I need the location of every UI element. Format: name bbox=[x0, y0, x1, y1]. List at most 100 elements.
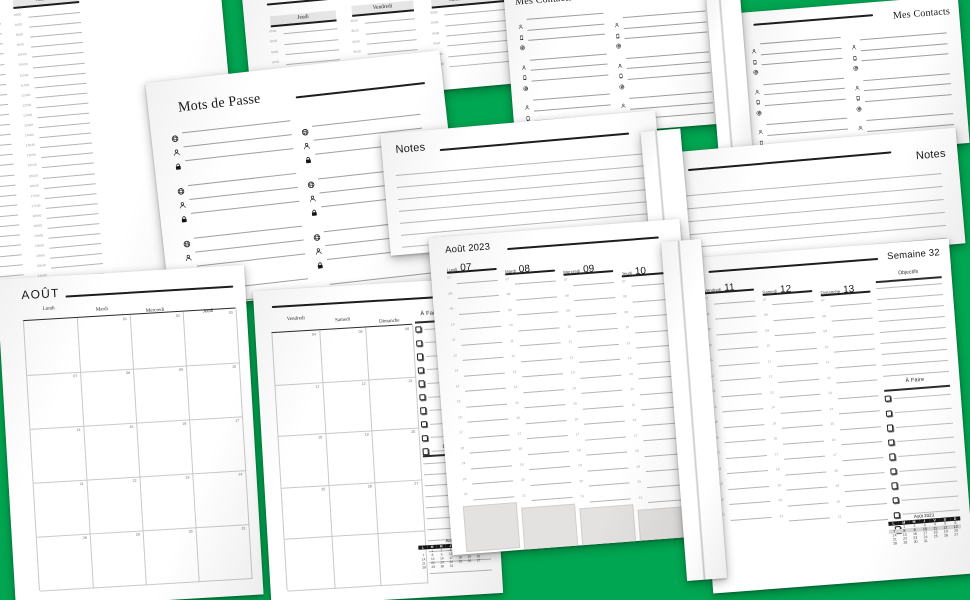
entry-row[interactable] bbox=[752, 45, 842, 65]
month-day-cell[interactable]: 13 bbox=[368, 376, 420, 432]
checkbox[interactable] bbox=[421, 434, 429, 442]
write-line[interactable] bbox=[844, 487, 886, 492]
checkbox[interactable] bbox=[886, 424, 894, 432]
write-line[interactable] bbox=[587, 467, 629, 472]
write-line[interactable] bbox=[449, 60, 515, 68]
write-line[interactable] bbox=[898, 451, 956, 457]
write-line[interactable] bbox=[528, 33, 606, 41]
write-line[interactable] bbox=[185, 148, 294, 162]
write-line[interactable] bbox=[523, 388, 565, 394]
month-day-cell[interactable]: 08 bbox=[80, 368, 138, 427]
entry-row[interactable] bbox=[856, 92, 952, 112]
write-line[interactable] bbox=[577, 343, 619, 348]
write-line[interactable] bbox=[514, 280, 556, 285]
write-line[interactable] bbox=[878, 315, 945, 323]
write-line[interactable] bbox=[687, 186, 943, 210]
month-day-cell[interactable]: 05 bbox=[318, 327, 370, 383]
write-line[interactable] bbox=[864, 83, 951, 92]
month-day-cell[interactable]: 30 bbox=[142, 527, 200, 586]
month-day-cell[interactable]: 06 bbox=[365, 324, 417, 381]
mini-cal-day[interactable]: 29 bbox=[431, 564, 436, 570]
write-line[interactable] bbox=[193, 225, 303, 239]
entry-row[interactable] bbox=[308, 177, 428, 202]
write-line[interactable] bbox=[466, 403, 508, 408]
checkbox[interactable] bbox=[890, 468, 898, 475]
write-line[interactable] bbox=[626, 61, 710, 69]
entry-row[interactable] bbox=[857, 111, 954, 131]
month-day-cell[interactable]: 12 bbox=[321, 378, 373, 435]
mini-cal-day[interactable]: 31 bbox=[449, 563, 454, 568]
entry-row[interactable] bbox=[752, 56, 843, 75]
day-note-box[interactable] bbox=[579, 504, 637, 555]
entry-row[interactable] bbox=[754, 75, 844, 94]
entry-row[interactable] bbox=[180, 198, 300, 223]
write-line[interactable] bbox=[469, 449, 511, 454]
write-line[interactable] bbox=[573, 281, 615, 286]
entry-row[interactable] bbox=[758, 126, 849, 145]
write-line[interactable] bbox=[719, 377, 761, 382]
write-line[interactable] bbox=[718, 362, 760, 367]
write-line[interactable] bbox=[727, 470, 769, 475]
write-line[interactable] bbox=[843, 472, 885, 477]
write-line[interactable] bbox=[530, 481, 572, 486]
write-line[interactable] bbox=[365, 28, 416, 35]
month-day-cell[interactable]: 03 bbox=[182, 308, 240, 367]
write-line[interactable] bbox=[766, 117, 848, 126]
write-line[interactable] bbox=[688, 198, 944, 223]
entry-row[interactable] bbox=[751, 35, 841, 54]
write-line[interactable] bbox=[518, 327, 560, 332]
write-line[interactable] bbox=[517, 311, 559, 316]
write-line[interactable] bbox=[894, 393, 951, 399]
todo-item[interactable] bbox=[892, 493, 959, 504]
entry-row[interactable] bbox=[172, 131, 292, 156]
write-line[interactable] bbox=[530, 63, 608, 71]
write-line[interactable] bbox=[181, 120, 291, 134]
month-day-cell[interactable] bbox=[331, 533, 382, 589]
entry-row[interactable] bbox=[301, 111, 421, 136]
write-line[interactable] bbox=[863, 72, 950, 81]
write-line[interactable] bbox=[467, 418, 509, 423]
month-day-cell[interactable]: 27 bbox=[374, 479, 426, 535]
mini-cal-day[interactable] bbox=[456, 563, 465, 568]
write-line[interactable] bbox=[725, 454, 767, 459]
month-day-cell[interactable]: 11 bbox=[275, 381, 327, 438]
write-line[interactable] bbox=[902, 495, 959, 501]
write-line[interactable] bbox=[524, 404, 566, 409]
write-line[interactable] bbox=[529, 466, 571, 471]
entry-row[interactable] bbox=[620, 89, 713, 109]
write-line[interactable] bbox=[366, 39, 417, 45]
write-line[interactable] bbox=[183, 134, 292, 148]
entry-row[interactable] bbox=[621, 100, 713, 119]
checkbox[interactable] bbox=[416, 339, 423, 347]
month-day-cell[interactable]: 29 bbox=[89, 530, 147, 589]
entry-row[interactable] bbox=[521, 51, 607, 70]
write-line[interactable] bbox=[398, 189, 647, 212]
write-line[interactable] bbox=[463, 372, 505, 377]
write-line[interactable] bbox=[395, 153, 643, 177]
write-line[interactable] bbox=[788, 517, 830, 522]
entry-row[interactable] bbox=[313, 216, 433, 241]
write-line[interactable] bbox=[189, 186, 298, 200]
month-day-cell[interactable]: 14 bbox=[30, 425, 88, 484]
write-line[interactable] bbox=[837, 395, 879, 400]
checkbox[interactable] bbox=[885, 409, 893, 417]
write-line[interactable] bbox=[763, 77, 844, 85]
todo-item[interactable] bbox=[890, 463, 957, 475]
entry-row[interactable] bbox=[174, 145, 294, 170]
write-line[interactable] bbox=[190, 200, 300, 214]
entry-row[interactable] bbox=[304, 139, 424, 164]
write-line[interactable] bbox=[531, 497, 573, 502]
entry-row[interactable] bbox=[178, 184, 298, 209]
entry-row[interactable] bbox=[617, 49, 709, 68]
write-line[interactable] bbox=[882, 359, 949, 366]
entry-row[interactable] bbox=[182, 223, 303, 248]
write-line[interactable] bbox=[730, 516, 772, 521]
entry-row[interactable] bbox=[757, 116, 848, 135]
entry-row[interactable] bbox=[522, 62, 608, 81]
month-day-cell[interactable]: 18 bbox=[278, 433, 330, 489]
checkbox[interactable] bbox=[884, 395, 892, 403]
write-line[interactable] bbox=[526, 435, 568, 440]
entry-row[interactable] bbox=[851, 30, 947, 50]
write-line[interactable] bbox=[472, 480, 514, 485]
write-line[interactable] bbox=[845, 503, 887, 508]
